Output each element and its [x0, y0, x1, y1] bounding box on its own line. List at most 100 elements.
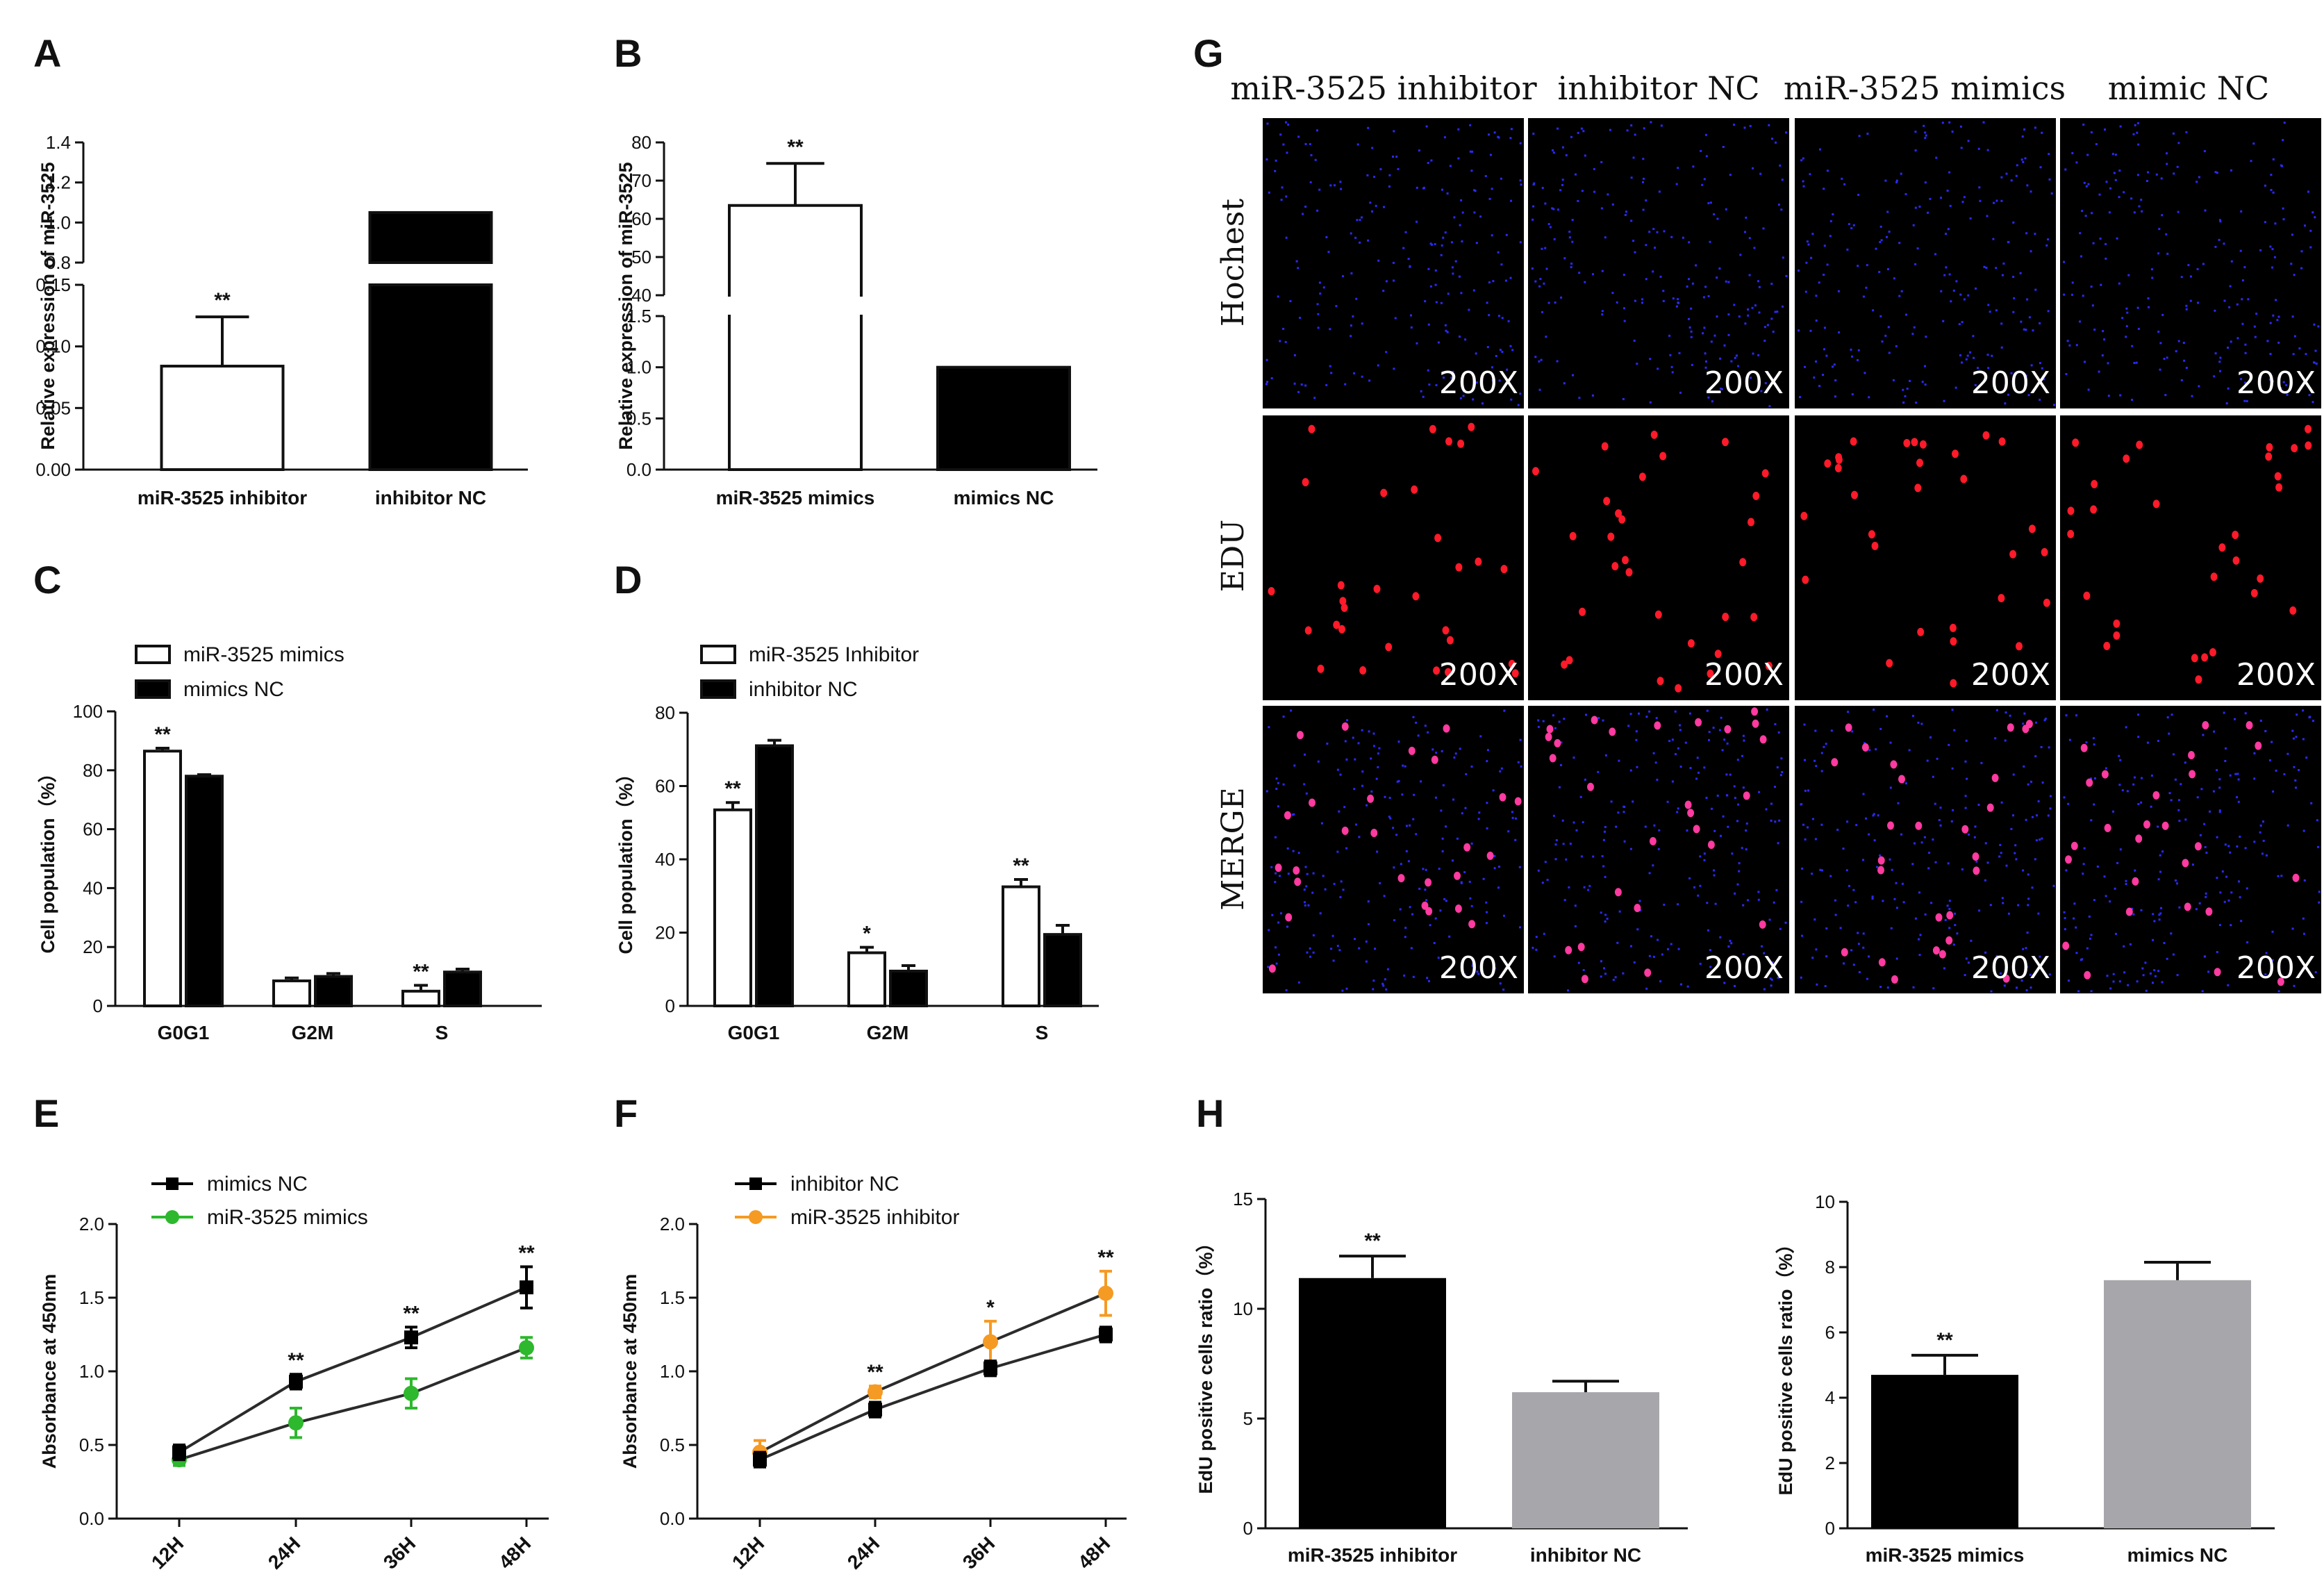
chart-D-significance: * [863, 923, 871, 945]
chart-D-bar [1043, 933, 1082, 1007]
chart-C-ytick-label: 0 [93, 995, 103, 1016]
chart-E-xtick-label: 12H [147, 1532, 188, 1573]
chart-F-ytick-label: 1.5 [660, 1287, 685, 1308]
chart-D-xtick-label: G2M [867, 1022, 909, 1043]
chart-H2-bar [1871, 1375, 2018, 1528]
micrograph-background [1795, 706, 2056, 993]
chart-D-bar [847, 951, 886, 1007]
micrograph-hochest-1: 200X [1263, 118, 1524, 408]
chart-D-ytick-label: 80 [655, 702, 675, 723]
chart-E-legend-marker [166, 1177, 179, 1190]
chart-D-bar [755, 744, 794, 1007]
chart-D-xtick-label: G0G1 [728, 1022, 780, 1043]
chart-h1: 0 5 10 15 EdU positive cells ratio（%） ** miR-3… [1195, 1189, 1688, 1566]
chart-A-significance: ** [214, 289, 231, 312]
chart-D-significance: ** [1013, 854, 1029, 877]
chart-E-ytick-label: 1.0 [79, 1361, 104, 1382]
chart-f: 0.0 0.5 1.0 1.5 2.0 Absorbance at 450nm 12H 24H… [620, 1173, 1127, 1573]
micrograph-edu-2: 200X [1528, 415, 1789, 700]
chart-A-upper-ytick-label: 1.0 [46, 212, 71, 233]
micrograph-background [1528, 415, 1789, 700]
chart-B-xtick-label: miR-3525 mimics [716, 487, 875, 509]
chart-C-significance: ** [154, 723, 171, 746]
chart-F-legend-marker [749, 1210, 763, 1224]
panel-label-a: A [33, 31, 61, 75]
chart-H2-ytick-label: 4 [1825, 1387, 1835, 1408]
chart-B-significance: ** [787, 135, 804, 158]
chart-F-xtick-label: 48H [1074, 1532, 1114, 1573]
magnification-label: 200X [1971, 950, 2050, 986]
panel-label-f: F [614, 1091, 638, 1135]
chart-H2-ytick-label: 10 [1815, 1191, 1835, 1212]
chart-D-bar [713, 808, 752, 1007]
chart-A-bar-lower-segment [368, 283, 493, 471]
chart-H2-ytick-label: 8 [1825, 1257, 1835, 1278]
chart-B-bar [936, 365, 1071, 472]
chart-A-upper-ytick-label: 1.4 [46, 132, 71, 153]
micrograph-merge-2: 200X [1528, 706, 1789, 993]
chart-H1-ytick-label: 0 [1243, 1518, 1253, 1539]
micrograph-merge-3: 200X [1795, 706, 2056, 993]
chart-C-bar [401, 989, 440, 1008]
chart-H1-bar [1299, 1278, 1446, 1528]
chart-D-legend-label: inhibitor NC [749, 678, 858, 701]
chart-C-bar [272, 979, 311, 1007]
magnification-label: 200X [1704, 657, 1784, 693]
chart-D-ytick-label: 0 [665, 995, 675, 1016]
chart-C-bar [314, 975, 353, 1007]
hoechst-nuclei [1532, 709, 1787, 992]
panel-label-e: E [33, 1091, 59, 1135]
chart-B-lower-ytick-label: 0.0 [626, 459, 651, 480]
chart-C-ytick-label: 20 [83, 936, 103, 957]
panel-label-d: D [614, 558, 642, 602]
chart-B-upper-ytick-label: 70 [631, 170, 651, 191]
chart-D-ytick-label: 20 [655, 923, 675, 943]
chart-F-significance: ** [1097, 1246, 1114, 1269]
chart-d: 0 20 40 60 80 Cell population（%） miR-3525 Inhi… [615, 643, 1099, 1043]
hoechst-nuclei [1531, 121, 1788, 408]
chart-H2-xtick-label: mimics NC [2127, 1544, 2228, 1566]
chart-H1-bar [1512, 1392, 1659, 1528]
chart-a: 0.00 0.05 0.10 0.150.8 1.0 1.2 1.4 Relative exp… [35, 132, 528, 509]
chart-D-ylabel: Cell population（%） [615, 765, 636, 954]
chart-E-significance: ** [403, 1302, 420, 1325]
chart-D-xtick-label: S [1036, 1022, 1049, 1043]
magnification-label: 200X [1704, 365, 1784, 401]
micrograph-merge-1: 200X [1263, 706, 1524, 993]
chart-H2-ylabel: EdU positive cells ratio（%） [1775, 1234, 1796, 1495]
chart-F-significance: * [986, 1296, 995, 1319]
chart-E-significance: ** [288, 1349, 304, 1372]
chart-E-ytick-label: 0.0 [79, 1508, 104, 1529]
chart-B-upper-ytick-label: 60 [631, 208, 651, 229]
g-col-header-inhibitor: miR-3525 inhibitor [1230, 69, 1536, 107]
chart-B-upper-ytick-label: 50 [631, 247, 651, 267]
chart-A-lower-ytick-label: 0.15 [35, 274, 71, 295]
chart-E-point [519, 1340, 534, 1356]
chart-E-xtick-label: 48H [495, 1532, 535, 1573]
micrograph-hochest-2: 200X [1528, 118, 1789, 408]
chart-E-point [404, 1330, 418, 1345]
chart-F-point [1099, 1328, 1113, 1341]
chart-E-ytick-label: 2.0 [79, 1214, 104, 1234]
chart-D-significance: ** [724, 777, 741, 800]
chart-H2-significance: ** [1936, 1329, 1953, 1352]
chart-E-point [288, 1415, 304, 1431]
chart-F-legend-marker [749, 1177, 762, 1190]
chart-H1-ytick-label: 15 [1233, 1189, 1253, 1209]
chart-h2: 0 2 4 6 8 10 EdU positive cells ratio（%） ** miR-… [1775, 1191, 2275, 1566]
chart-F-significance: ** [867, 1361, 883, 1384]
chart-C-significance: ** [413, 960, 429, 983]
chart-H1-ytick-label: 5 [1243, 1408, 1253, 1429]
chart-F-xtick-label: 12H [728, 1532, 768, 1573]
chart-H2-ytick-label: 0 [1825, 1518, 1835, 1539]
chart-B-lower-ytick-label: 0.5 [626, 408, 651, 429]
chart-F-xtick-label: 36H [958, 1532, 999, 1573]
chart-A-ylabel: Relative expression of miR-3525 [38, 162, 58, 449]
magnification-label: 200X [1971, 657, 2050, 693]
chart-F-ylabel: Absorbance at 450nm [620, 1274, 640, 1469]
g-col-header-mimic-nc: mimic NC [2108, 69, 2270, 107]
chart-F-legend-label: inhibitor NC [790, 1173, 899, 1196]
chart-F-ytick-label: 1.0 [660, 1361, 685, 1382]
micrograph-background [2060, 415, 2321, 700]
